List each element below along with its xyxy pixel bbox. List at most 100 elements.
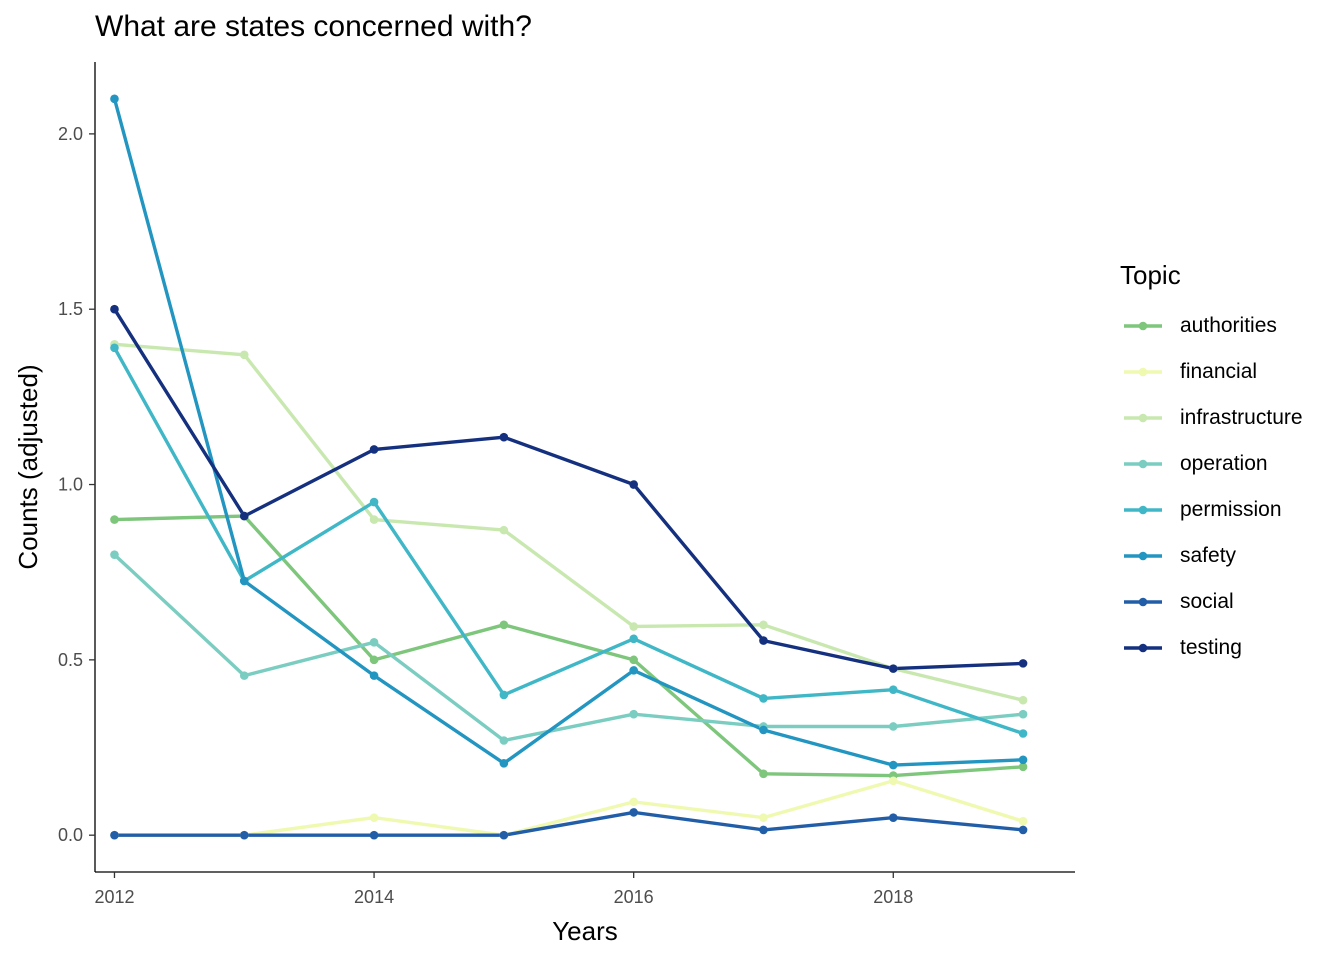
data-point-operation	[888, 722, 898, 731]
legend-item-authorities: authorities	[1120, 303, 1303, 349]
legend-item-financial: financial	[1120, 349, 1303, 395]
data-point-operation	[369, 638, 379, 647]
legend-key-point	[1138, 413, 1148, 423]
data-point-operation	[499, 736, 509, 745]
data-point-operation	[239, 671, 249, 680]
data-point-testing	[629, 480, 638, 489]
data-point-safety	[239, 576, 249, 586]
data-point-testing	[369, 445, 379, 454]
legend-key-testing	[1124, 643, 1162, 653]
series-line-safety	[112, 97, 1025, 767]
data-point-permission	[759, 694, 768, 703]
legend-item-infrastructure: infrastructure	[1120, 395, 1303, 441]
data-point-financial	[369, 813, 379, 822]
legend-label: operation	[1180, 452, 1268, 475]
data-point-financial	[888, 776, 898, 786]
data-point-safety	[629, 666, 638, 675]
legend-label: infrastructure	[1180, 406, 1303, 429]
legend-items: authorities financial infrastructure operat…	[1120, 303, 1303, 671]
legend-key-financial	[1124, 367, 1162, 377]
legend-key-point	[1138, 459, 1148, 469]
data-point-infrastructure	[759, 620, 768, 630]
data-point-social	[759, 825, 768, 835]
data-point-operation	[110, 550, 119, 559]
data-point-permission	[1018, 729, 1028, 738]
data-point-infrastructure	[499, 525, 509, 535]
y-axis-title: Counts (adjusted)	[13, 364, 43, 569]
data-point-infrastructure	[239, 350, 249, 360]
legend-key-point	[1138, 367, 1148, 377]
x-tick-label: 2016	[614, 887, 654, 907]
data-point-authorities	[369, 655, 379, 665]
legend-key-point	[1138, 321, 1148, 331]
legend-item-permission: permission	[1120, 487, 1303, 533]
legend-label: safety	[1180, 544, 1237, 567]
data-point-testing	[110, 304, 119, 314]
y-tick-label: 0.0	[58, 825, 83, 845]
legend-key-point	[1138, 551, 1148, 561]
series-line-infrastructure	[112, 342, 1025, 702]
data-point-infrastructure	[1018, 695, 1028, 705]
y-tick-label: 1.5	[58, 299, 83, 319]
series-line-social	[112, 810, 1025, 837]
x-axis-title: Years	[552, 916, 618, 946]
data-point-social	[110, 830, 119, 840]
data-point-authorities	[629, 655, 638, 665]
series-line-permission	[112, 346, 1025, 736]
data-point-financial	[759, 813, 768, 822]
series-points	[110, 94, 1028, 840]
data-point-social	[369, 830, 379, 840]
data-point-social	[888, 813, 898, 822]
data-point-safety	[888, 760, 898, 770]
legend-label: authorities	[1180, 314, 1277, 337]
legend-key-point	[1138, 597, 1148, 607]
y-tick-label: 0.5	[58, 650, 83, 670]
legend-title: Topic	[1120, 260, 1181, 290]
legend-item-safety: safety	[1120, 533, 1303, 579]
series-line-testing	[112, 307, 1025, 671]
legend-item-social: social	[1120, 579, 1303, 625]
data-point-financial	[1018, 816, 1028, 826]
legend-key-point	[1138, 643, 1148, 653]
data-point-permission	[110, 343, 119, 353]
data-point-testing	[759, 636, 768, 645]
data-point-safety	[369, 671, 379, 680]
data-point-testing	[888, 664, 898, 673]
data-point-infrastructure	[369, 515, 379, 524]
x-tick-label: 2018	[873, 887, 913, 907]
data-point-permission	[888, 685, 898, 694]
legend-label: financial	[1180, 360, 1258, 383]
x-tick-label: 2014	[354, 887, 394, 907]
data-point-infrastructure	[629, 622, 638, 631]
legend-key-social	[1124, 597, 1162, 607]
data-point-social	[1018, 825, 1028, 835]
data-point-operation	[1018, 709, 1028, 719]
legend-item-operation: operation	[1120, 441, 1303, 487]
legend-key-permission	[1124, 505, 1162, 515]
data-point-safety	[499, 758, 509, 768]
legend-label: permission	[1180, 498, 1282, 521]
legend-key-infrastructure	[1124, 413, 1162, 423]
legend-item-testing: testing	[1120, 625, 1303, 671]
data-point-safety	[110, 94, 119, 104]
legend-key-point	[1138, 505, 1148, 515]
data-point-authorities	[1018, 762, 1028, 772]
legend: Topic authorities financial infrastructure…	[1120, 260, 1303, 671]
data-point-authorities	[110, 515, 119, 524]
chart-title: What are states concerned with?	[95, 10, 532, 43]
x-tick-label: 2012	[94, 887, 134, 907]
data-point-social	[629, 808, 638, 817]
data-point-financial	[629, 797, 638, 807]
y-tick-label: 1.0	[58, 475, 83, 495]
data-point-testing	[499, 432, 509, 442]
legend-label: social	[1180, 590, 1234, 613]
data-point-authorities	[759, 769, 768, 779]
legend-key-operation	[1124, 459, 1162, 469]
legend-key-safety	[1124, 551, 1162, 561]
series-lines	[112, 97, 1025, 837]
y-tick-label: 2.0	[58, 124, 83, 144]
data-point-safety	[759, 725, 768, 735]
legend-key-authorities	[1124, 321, 1162, 331]
series-line-operation	[112, 553, 1025, 743]
